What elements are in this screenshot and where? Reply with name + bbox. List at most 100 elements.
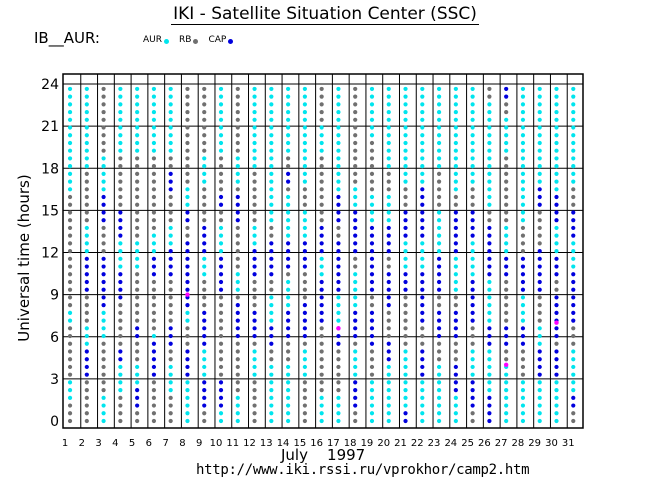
- point-cap: [185, 287, 190, 292]
- point-aur: [286, 202, 291, 207]
- point-cap: [571, 403, 576, 408]
- point-rb: [571, 187, 576, 192]
- point-aur: [520, 148, 526, 153]
- point-cap: [420, 372, 425, 377]
- point-aur: [235, 164, 240, 169]
- point-cap: [302, 326, 307, 331]
- point-aur: [286, 225, 291, 231]
- point-rb: [403, 303, 408, 308]
- point-cap: [520, 287, 526, 292]
- point-rb: [135, 357, 140, 362]
- point-aur: [135, 380, 140, 385]
- point-rb: [168, 418, 173, 424]
- point-aur: [269, 210, 274, 215]
- point-cap: [302, 333, 307, 339]
- point-cap: [168, 248, 173, 254]
- point-rb: [151, 418, 157, 424]
- point-aur: [118, 109, 123, 115]
- point-cap: [403, 418, 408, 424]
- point-aur: [520, 303, 526, 308]
- point-aur: [436, 248, 442, 254]
- point-rb: [135, 303, 140, 308]
- point-aur: [554, 388, 559, 393]
- point-aur: [252, 125, 257, 130]
- point-aur: [218, 86, 224, 92]
- point-rb: [403, 295, 408, 300]
- point-aur: [302, 357, 307, 362]
- point-rb: [235, 133, 240, 138]
- point-cap: [151, 272, 157, 277]
- point-rb: [353, 125, 358, 130]
- point-aur: [554, 380, 559, 385]
- point-aur: [269, 303, 274, 308]
- point-rb: [537, 310, 542, 315]
- point-rb: [353, 117, 358, 122]
- legend-entry-aur: AUR: [143, 35, 169, 45]
- point-aur: [135, 125, 140, 130]
- point-cap: [537, 256, 542, 261]
- point-aur: [453, 140, 458, 146]
- x-tick-label: 29: [528, 438, 541, 449]
- point-aur: [185, 380, 190, 385]
- point-aur: [554, 86, 559, 92]
- point-cap: [151, 256, 157, 261]
- point-cap: [487, 326, 492, 331]
- point-cap: [420, 218, 425, 223]
- point-aur: [353, 279, 358, 285]
- point-aur: [453, 418, 458, 424]
- point-aur: [453, 156, 458, 161]
- point-aur: [453, 287, 458, 292]
- point-rb: [135, 349, 140, 354]
- point-cap: [420, 194, 425, 200]
- point-aur: [269, 403, 274, 408]
- y-tick-label: 3: [50, 372, 59, 388]
- point-aur: [487, 349, 492, 354]
- point-rb: [84, 179, 89, 184]
- point-cap: [420, 210, 425, 215]
- point-rb: [520, 248, 526, 254]
- point-rb: [302, 194, 307, 200]
- x-tick-label: 27: [495, 438, 508, 449]
- point-aur: [218, 148, 224, 153]
- point-rb: [84, 403, 89, 408]
- point-aur: [436, 241, 442, 246]
- point-aur: [369, 403, 375, 408]
- point-aur: [135, 264, 140, 269]
- point-rb: [269, 357, 274, 362]
- point-aur: [520, 164, 526, 169]
- point-aur: [151, 148, 157, 153]
- point-aur: [252, 349, 257, 354]
- point-aur: [269, 364, 274, 370]
- point-cap: [302, 264, 307, 269]
- point-aur: [453, 187, 458, 192]
- point-rb: [470, 187, 475, 192]
- point-rb: [319, 187, 324, 192]
- point-rb: [135, 310, 140, 315]
- point-rb: [84, 310, 89, 315]
- point-rb: [101, 86, 106, 92]
- point-aur: [168, 225, 173, 231]
- point-cap: [319, 310, 324, 315]
- point-aur: [84, 133, 89, 138]
- point-aur: [386, 164, 391, 169]
- point-aur: [218, 117, 224, 122]
- point-cap: [336, 272, 341, 277]
- point-rb: [319, 194, 324, 200]
- point-cap: [84, 272, 89, 277]
- point-aur: [436, 233, 442, 238]
- point-rb: [235, 364, 240, 370]
- point-aur: [202, 272, 207, 277]
- point-aur: [487, 171, 492, 176]
- point-cap: [470, 233, 475, 238]
- point-aur: [84, 125, 89, 130]
- point-aur: [286, 372, 291, 377]
- point-cap: [202, 310, 207, 315]
- point-rb: [453, 202, 458, 207]
- point-aur: [520, 411, 526, 416]
- point-cap: [554, 364, 559, 370]
- point-rb: [168, 310, 173, 315]
- point-aur: [487, 102, 492, 107]
- point-aur: [252, 140, 257, 146]
- point-cap: [101, 210, 106, 215]
- point-aur: [336, 403, 341, 408]
